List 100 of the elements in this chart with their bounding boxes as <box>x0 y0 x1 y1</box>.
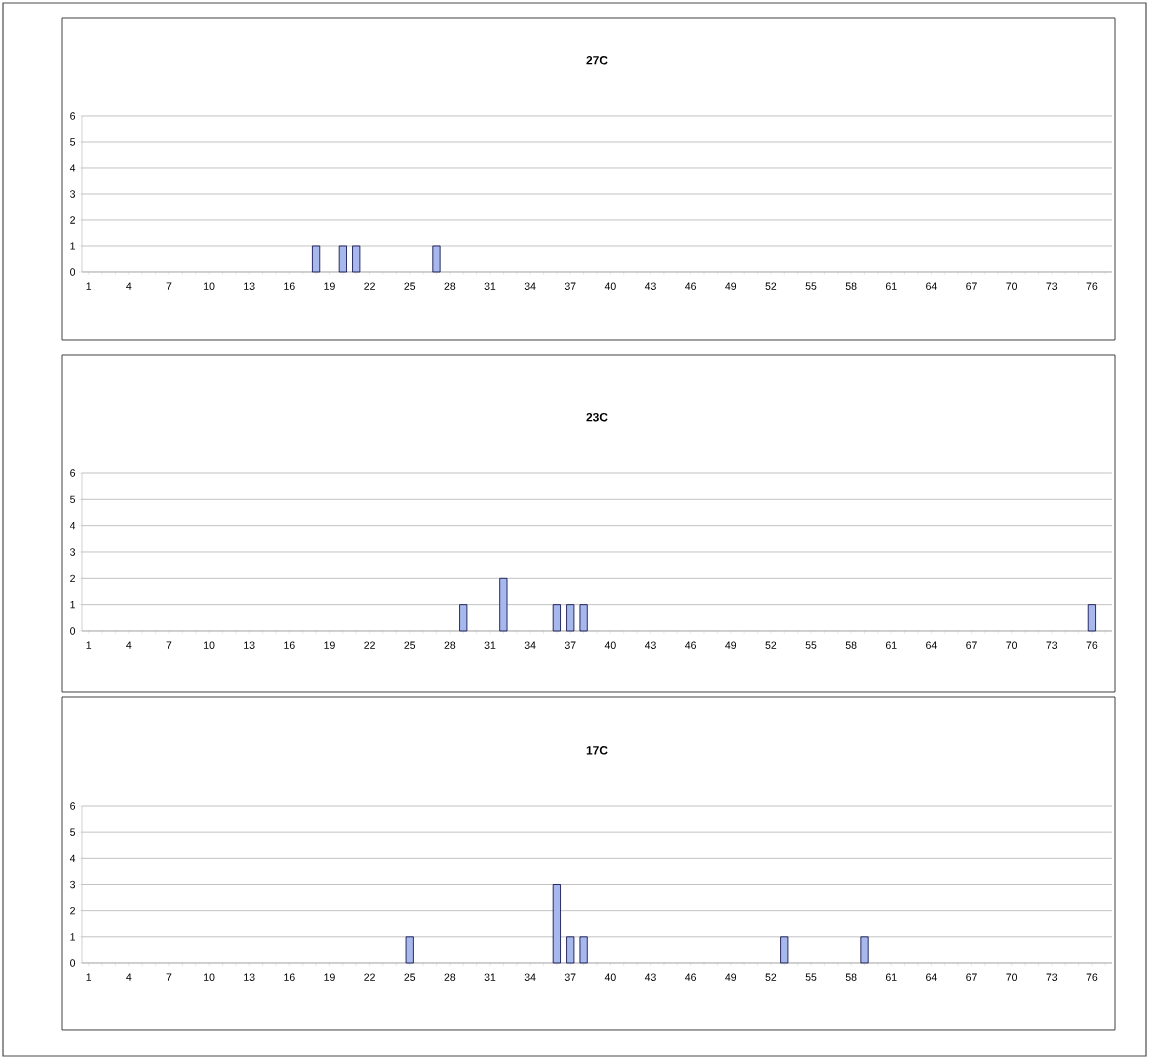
y-tick-label: 1 <box>70 242 75 250</box>
x-tick-label: 13 <box>244 282 255 290</box>
x-tick-label: 58 <box>845 973 857 981</box>
x-tick-label: 10 <box>204 973 215 981</box>
x-tick-label: 73 <box>1046 641 1058 649</box>
x-tick-label: 16 <box>284 641 295 649</box>
x-tick-label: 22 <box>364 282 375 290</box>
x-tick-label: 16 <box>284 973 295 981</box>
x-tick-label: 64 <box>926 282 937 290</box>
y-tick-label: 2 <box>70 907 75 915</box>
x-tick-label: 43 <box>644 641 656 649</box>
x-tick-label: 22 <box>364 641 375 649</box>
x-tick-label: 64 <box>926 973 937 981</box>
x-tick-label: 73 <box>1046 973 1058 981</box>
x-tick-label: 46 <box>685 641 696 649</box>
chart-title: 23C <box>586 413 608 422</box>
x-tick-label: 64 <box>926 641 937 649</box>
x-tick-label: 76 <box>1086 641 1098 649</box>
x-tick-label: 52 <box>765 973 777 981</box>
chart-title: 27C <box>586 56 608 65</box>
x-tick-label: 10 <box>204 641 215 649</box>
x-tick-label: 10 <box>204 282 215 290</box>
x-tick-label: 34 <box>524 282 536 290</box>
x-tick-label: 25 <box>404 282 416 290</box>
y-tick-label: 0 <box>70 959 76 967</box>
x-tick-label: 40 <box>604 282 616 290</box>
y-tick-label: 0 <box>70 268 76 276</box>
x-tick-label: 58 <box>845 282 857 290</box>
x-tick-label: 13 <box>244 973 255 981</box>
x-tick-label: 67 <box>966 641 977 649</box>
x-tick-label: 46 <box>685 282 696 290</box>
x-tick-label: 4 <box>126 973 132 981</box>
y-tick-label: 1 <box>70 933 75 941</box>
x-tick-label: 76 <box>1086 973 1098 981</box>
x-tick-label: 70 <box>1006 282 1018 290</box>
x-tick-label: 70 <box>1006 641 1018 649</box>
x-tick-label: 49 <box>725 641 737 649</box>
x-tick-label: 52 <box>765 282 777 290</box>
x-tick-label: 73 <box>1046 282 1058 290</box>
y-tick-label: 4 <box>69 164 76 172</box>
x-tick-label: 55 <box>805 641 817 649</box>
x-tick-label: 40 <box>604 641 616 649</box>
x-tick-label: 76 <box>1086 282 1098 290</box>
y-tick-label: 6 <box>70 802 76 810</box>
x-tick-label: 67 <box>966 282 977 290</box>
x-tick-label: 1 <box>86 641 92 649</box>
x-tick-label: 37 <box>564 282 576 290</box>
y-tick-label: 6 <box>70 469 76 477</box>
x-tick-label: 43 <box>644 282 656 290</box>
x-tick-label: 19 <box>324 641 335 649</box>
y-tick-label: 5 <box>70 828 76 836</box>
y-tick-label: 1 <box>70 601 75 609</box>
x-tick-label: 28 <box>444 641 456 649</box>
x-tick-label: 4 <box>126 282 132 290</box>
x-tick-label: 31 <box>484 641 496 649</box>
x-tick-label: 19 <box>324 282 335 290</box>
x-tick-label: 25 <box>404 973 416 981</box>
x-tick-label: 49 <box>725 282 737 290</box>
x-tick-label: 43 <box>644 973 656 981</box>
x-tick-label: 61 <box>885 973 897 981</box>
y-tick-label: 3 <box>70 190 76 198</box>
x-tick-label: 37 <box>564 641 576 649</box>
x-tick-label: 37 <box>564 973 576 981</box>
x-tick-label: 28 <box>444 973 456 981</box>
y-tick-label: 3 <box>70 548 76 556</box>
x-tick-label: 16 <box>284 282 295 290</box>
x-tick-label: 28 <box>444 282 456 290</box>
x-tick-label: 13 <box>244 641 255 649</box>
x-tick-label: 34 <box>524 641 536 649</box>
y-tick-label: 4 <box>69 854 76 862</box>
y-tick-label: 2 <box>70 574 75 582</box>
x-tick-label: 7 <box>166 641 172 649</box>
y-tick-label: 0 <box>70 627 76 635</box>
x-tick-label: 25 <box>404 641 416 649</box>
x-tick-label: 55 <box>805 282 817 290</box>
x-tick-label: 7 <box>166 973 172 981</box>
y-tick-label: 3 <box>70 880 76 889</box>
y-tick-label: 4 <box>69 522 76 530</box>
x-tick-label: 49 <box>725 973 737 981</box>
x-tick-label: 70 <box>1006 973 1018 981</box>
x-tick-label: 61 <box>885 282 897 290</box>
x-tick-label: 61 <box>885 641 897 649</box>
x-tick-label: 31 <box>484 282 496 290</box>
x-tick-label: 55 <box>805 973 817 981</box>
x-tick-label: 40 <box>604 973 616 981</box>
x-tick-label: 46 <box>685 973 696 981</box>
x-tick-label: 34 <box>524 973 536 981</box>
y-tick-label: 5 <box>70 495 76 503</box>
x-tick-label: 19 <box>324 973 335 981</box>
y-tick-label: 6 <box>70 112 76 120</box>
x-tick-label: 22 <box>364 973 375 981</box>
chart-title: 17C <box>586 746 608 755</box>
x-tick-label: 67 <box>966 973 977 981</box>
x-tick-label: 4 <box>126 641 132 649</box>
x-tick-label: 52 <box>765 641 777 649</box>
x-tick-label: 58 <box>845 641 857 649</box>
x-tick-label: 1 <box>86 973 92 981</box>
x-tick-label: 1 <box>86 282 92 290</box>
y-tick-label: 2 <box>70 216 75 224</box>
x-tick-label: 7 <box>166 282 172 290</box>
